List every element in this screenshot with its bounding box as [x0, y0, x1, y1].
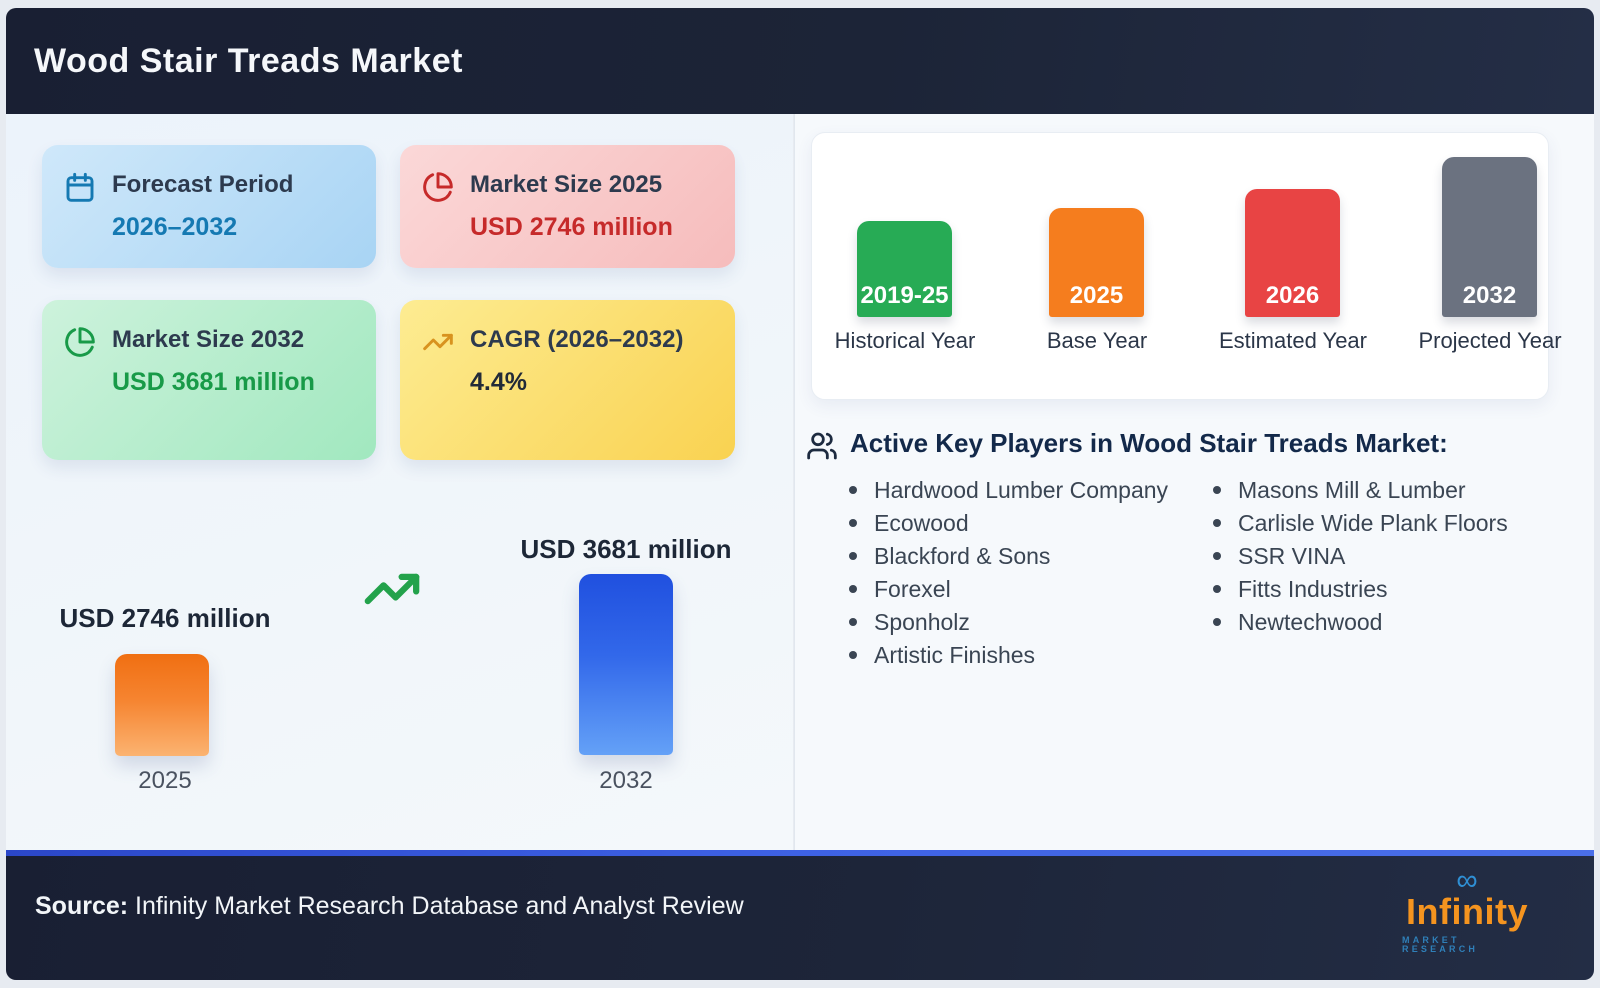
- stat-card-cagr: CAGR (2026–2032) 4.4%: [400, 300, 735, 460]
- left-panel: Forecast Period 2026–2032 Market Size 20…: [6, 114, 793, 852]
- bullet-icon: [1213, 585, 1221, 594]
- stat-card-value: USD 3681 million: [112, 368, 315, 397]
- key-players-title: Active Key Players in Wood Stair Treads …: [850, 428, 1448, 458]
- list-item: Artistic Finishes: [842, 639, 1214, 672]
- timeline-bar-year: 2032: [1462, 282, 1517, 309]
- source-label: Source:: [35, 892, 129, 920]
- infinity-icon: ∞: [1456, 864, 1478, 897]
- timeline-bar-year: 2025: [1069, 282, 1124, 309]
- right-panel: 2019-25 2025 2026 2032 Historical Year B…: [794, 114, 1594, 852]
- list-item: Blackford & Sons: [842, 540, 1214, 573]
- bar-2032: [579, 574, 673, 755]
- users-icon: [806, 428, 838, 467]
- stat-card-value: USD 2746 million: [470, 213, 673, 242]
- list-item: Newtechwood: [1206, 606, 1556, 639]
- list-item: Carlisle Wide Plank Floors: [1206, 507, 1556, 540]
- list-item: Ecowood: [842, 507, 1214, 540]
- pie-chart-icon: [64, 324, 96, 436]
- bullet-icon: [1213, 519, 1221, 528]
- bullet-icon: [1213, 486, 1221, 495]
- calendar-icon: [64, 169, 96, 244]
- list-item: Fitts Industries: [1206, 573, 1556, 606]
- timeline-bar-projected: 2032: [1442, 157, 1537, 317]
- infinity-logo: ∞ Infinity MARKET RESEARCH: [1402, 866, 1532, 954]
- stat-card-label: CAGR (2026–2032): [470, 326, 684, 353]
- bar-value-label-2025: USD 2746 million: [59, 603, 271, 633]
- timeline-bar-year: 2026: [1265, 282, 1320, 309]
- bullet-icon: [849, 585, 857, 594]
- stat-card-label: Market Size 2025: [470, 171, 663, 198]
- bullet-icon: [849, 519, 857, 528]
- stat-card-market-size-2025: Market Size 2025 USD 2746 million: [400, 145, 735, 268]
- bullet-icon: [849, 552, 857, 561]
- stat-card-label: Forecast Period: [112, 171, 294, 198]
- logo-name: Infinity: [1406, 891, 1528, 932]
- main-content: Forecast Period 2026–2032 Market Size 20…: [6, 114, 1594, 980]
- trending-up-arrow-icon: [356, 560, 428, 623]
- timeline-role-label: Projected Year: [1418, 328, 1562, 353]
- stat-card-market-size-2032: Market Size 2032 USD 3681 million: [42, 300, 376, 460]
- list-item: Masons Mill & Lumber: [1206, 474, 1556, 507]
- bullet-icon: [849, 486, 857, 495]
- timeline-bar-historical: 2019-25: [857, 221, 952, 317]
- accent-divider: [6, 850, 1594, 856]
- bullet-icon: [1213, 618, 1221, 627]
- pie-chart-icon: [422, 169, 454, 244]
- header-bar: Wood Stair Treads Market: [6, 8, 1594, 114]
- bullet-icon: [849, 651, 857, 660]
- bar-year-label-2032: 2032: [599, 767, 653, 794]
- trending-up-icon: [422, 324, 454, 436]
- timeline-card: 2019-25 2025 2026 2032 Historical Year B…: [811, 132, 1562, 400]
- list-item: Forexel: [842, 573, 1214, 606]
- stat-card-forecast-period: Forecast Period 2026–2032: [42, 145, 376, 268]
- list-item: SSR VINA: [1206, 540, 1556, 573]
- list-item: Sponholz: [842, 606, 1214, 639]
- timeline-role-label: Historical Year: [834, 328, 976, 353]
- timeline-bar-estimated: 2026: [1245, 189, 1340, 317]
- source-text: Source: Infinity Market Research Databas…: [35, 892, 744, 920]
- timeline-bar-year: 2019-25: [860, 282, 949, 309]
- bar-value-label-2032: USD 3681 million: [520, 534, 732, 564]
- key-players-heading: Active Key Players in Wood Stair Treads …: [806, 428, 1448, 467]
- infographic-page: Wood Stair Treads Market Forecast Period…: [6, 8, 1594, 982]
- timeline-bar-base: 2025: [1049, 208, 1144, 317]
- stat-card-label: Market Size 2032: [112, 326, 305, 353]
- timeline-role-label: Estimated Year: [1219, 328, 1367, 353]
- stat-card-value: 2026–2032: [112, 213, 238, 242]
- stat-card-value: 4.4%: [470, 368, 527, 397]
- key-players-column-1: Hardwood Lumber Company Ecowood Blackfor…: [842, 474, 1214, 672]
- logo-tagline: MARKET RESEARCH: [1402, 935, 1479, 954]
- list-item: Hardwood Lumber Company: [842, 474, 1214, 507]
- key-players-column-2: Masons Mill & Lumber Carlisle Wide Plank…: [1206, 474, 1556, 639]
- footer-bar: Source: Infinity Market Research Databas…: [6, 856, 1594, 980]
- bar-year-label-2025: 2025: [138, 767, 192, 794]
- timeline-role-label: Base Year: [1046, 328, 1148, 353]
- page-title: Wood Stair Treads Market: [34, 41, 463, 80]
- bullet-icon: [849, 618, 857, 627]
- bullet-icon: [1213, 552, 1221, 561]
- bar-2025: [115, 654, 209, 756]
